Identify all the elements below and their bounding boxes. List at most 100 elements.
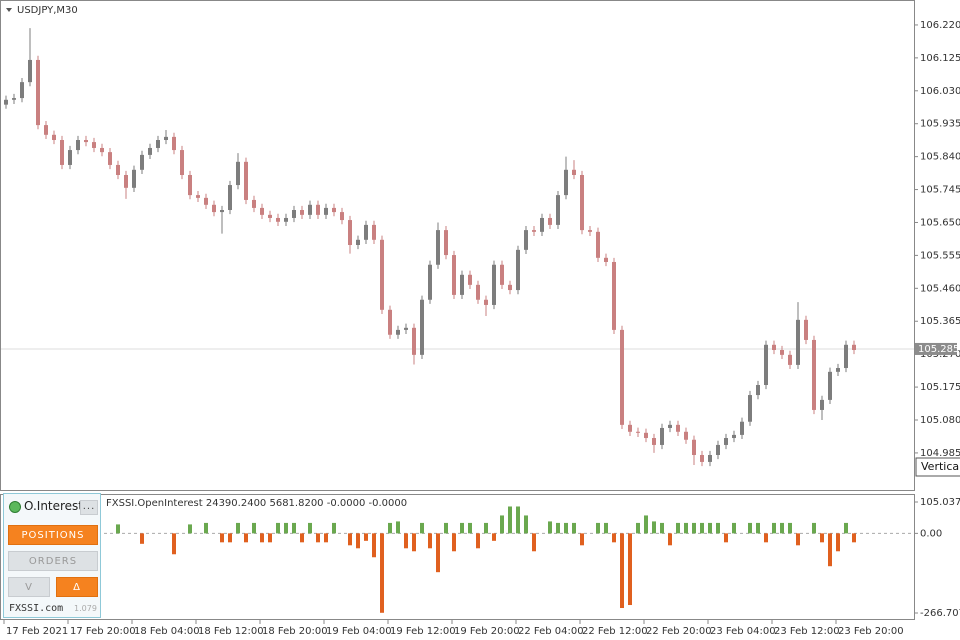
oi-bar [412,533,416,552]
y-tick-label: 104.985 [920,448,960,459]
candle-body [468,274,472,285]
candle-body [772,344,776,350]
oi-bar [644,515,648,534]
candle-body [100,147,104,153]
candle-body [684,431,688,440]
brand: FXSSI.com [9,603,64,614]
candle-body [828,371,832,400]
x-tick-label: 17 Feb 20:00 [70,626,136,637]
menu-button[interactable]: ... [80,500,98,515]
candle-body [68,150,72,165]
indicator-title: FXSSI.OpenInterest 24390.2400 5681.8200 … [106,498,407,509]
oi-bar [788,522,792,534]
candle-body [652,438,656,445]
candle-body [644,432,648,439]
oi-panel: O.Interest ... POSITIONS ORDERS V Δ FXSS… [3,493,101,618]
oi-bar [468,522,472,534]
candle-body [764,344,768,385]
oi-bar [476,533,480,549]
oi-bar [604,522,608,534]
oi-bar [252,522,256,534]
oi-bar [700,522,704,534]
candle-body [668,424,672,428]
candle-body [636,431,640,433]
oi-bar [524,515,528,534]
candle-body [748,395,752,422]
x-tick-label: 22 Feb 20:00 [646,626,712,637]
candle-body [508,284,512,291]
candle-body [52,134,56,140]
candle-body [172,136,176,151]
candle-body [132,169,136,188]
candle-body [716,444,720,455]
candle-body [500,264,504,285]
price-tag [915,342,957,355]
candle-body [396,329,400,335]
dropdown-icon [6,8,12,12]
candle-body [412,327,416,355]
candle-body [476,284,480,300]
y-tick-label: -266.7075 [920,608,960,619]
candle-body [92,142,96,148]
candle-body [836,368,840,372]
candle-body [12,98,16,100]
candle-body [140,154,144,170]
oi-bar [404,533,408,549]
x-tick-label: 18 Feb 04:00 [134,626,200,637]
y-tick-label: 106.030 [920,86,960,97]
oi-bar [332,522,336,534]
candle-body [788,354,792,365]
oi-bar [484,522,488,534]
oi-bar [852,533,856,543]
y-tick-label: 105.555 [920,250,960,261]
oi-bar [732,522,736,534]
oi-bar [828,533,832,567]
oi-bar [356,533,360,549]
oi-bar [580,533,584,546]
oi-bar [492,533,496,541]
oi-bar [676,522,680,534]
oi-bar [188,524,192,534]
candle-body [844,344,848,369]
candle-body [420,299,424,355]
oi-bar [748,522,752,534]
y-tick-label: 105.840 [920,152,960,163]
candle-body [532,230,536,232]
x-tick-label: 17 Feb 2021 [6,626,68,637]
positions-button[interactable]: POSITIONS [8,525,98,545]
candle-body [572,169,576,175]
candle-body [148,147,152,155]
delta-button[interactable]: Δ [56,577,98,597]
oi-bar [276,522,280,534]
price-pane [0,0,915,491]
y-tick-label: 105.080 [920,415,960,426]
orders-button[interactable]: ORDERS [8,551,98,571]
candle-body [444,230,448,256]
oi-bar [572,522,576,534]
oi-bar [844,522,848,534]
oi-bar [684,522,688,534]
candle-body [44,125,48,135]
candle-body [780,350,784,355]
oi-bar [596,522,600,534]
v-button[interactable]: V [8,577,50,597]
oi-bar [284,522,288,534]
oi-bar [228,533,232,543]
oi-bar [380,533,384,613]
candle-body [204,197,208,205]
candle-body [356,239,360,245]
tooltip-box [915,457,960,477]
candle-body [676,424,680,432]
oi-bar [236,522,240,534]
version: 1.079 [74,604,97,613]
y-tick-label: 105.935 [920,119,960,130]
candle-body [252,199,256,208]
x-tick-label: 23 Feb 20:00 [838,626,904,637]
candle-body [116,164,120,175]
candle-body [4,99,8,105]
candle-body [324,207,328,215]
oi-bar [260,533,264,543]
x-tick-label: 18 Feb 12:00 [198,626,264,637]
oi-bar [548,521,552,534]
